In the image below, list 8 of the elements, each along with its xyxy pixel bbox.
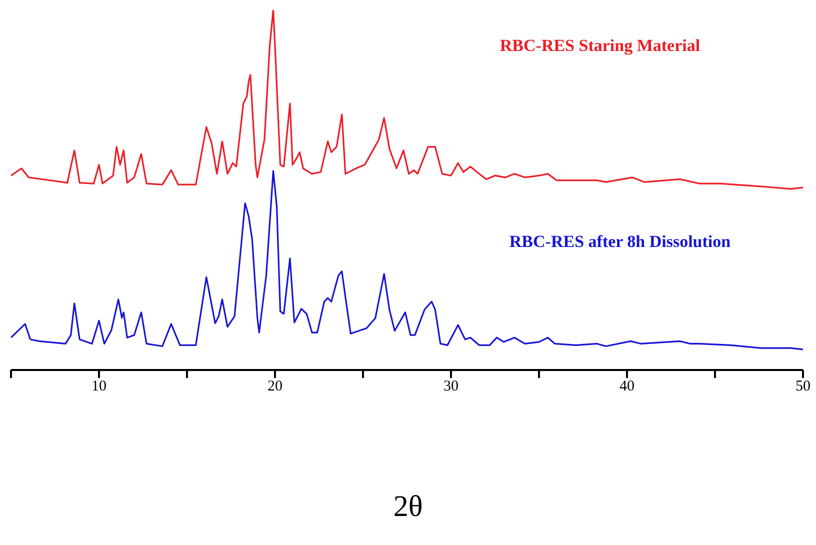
- text: RBC-RES Staring Material: [498, 36, 702, 56]
- x-tick-label: 20: [268, 378, 282, 395]
- x-axis-title: 2θ: [392, 490, 424, 524]
- x-tick-label: 30: [444, 378, 458, 395]
- x-tick-label: 10: [92, 378, 106, 395]
- x-tick-label: 50: [796, 378, 810, 395]
- x-tick-label: 40: [620, 378, 634, 395]
- text: RBC-RES after 8h Dissolution: [508, 232, 732, 252]
